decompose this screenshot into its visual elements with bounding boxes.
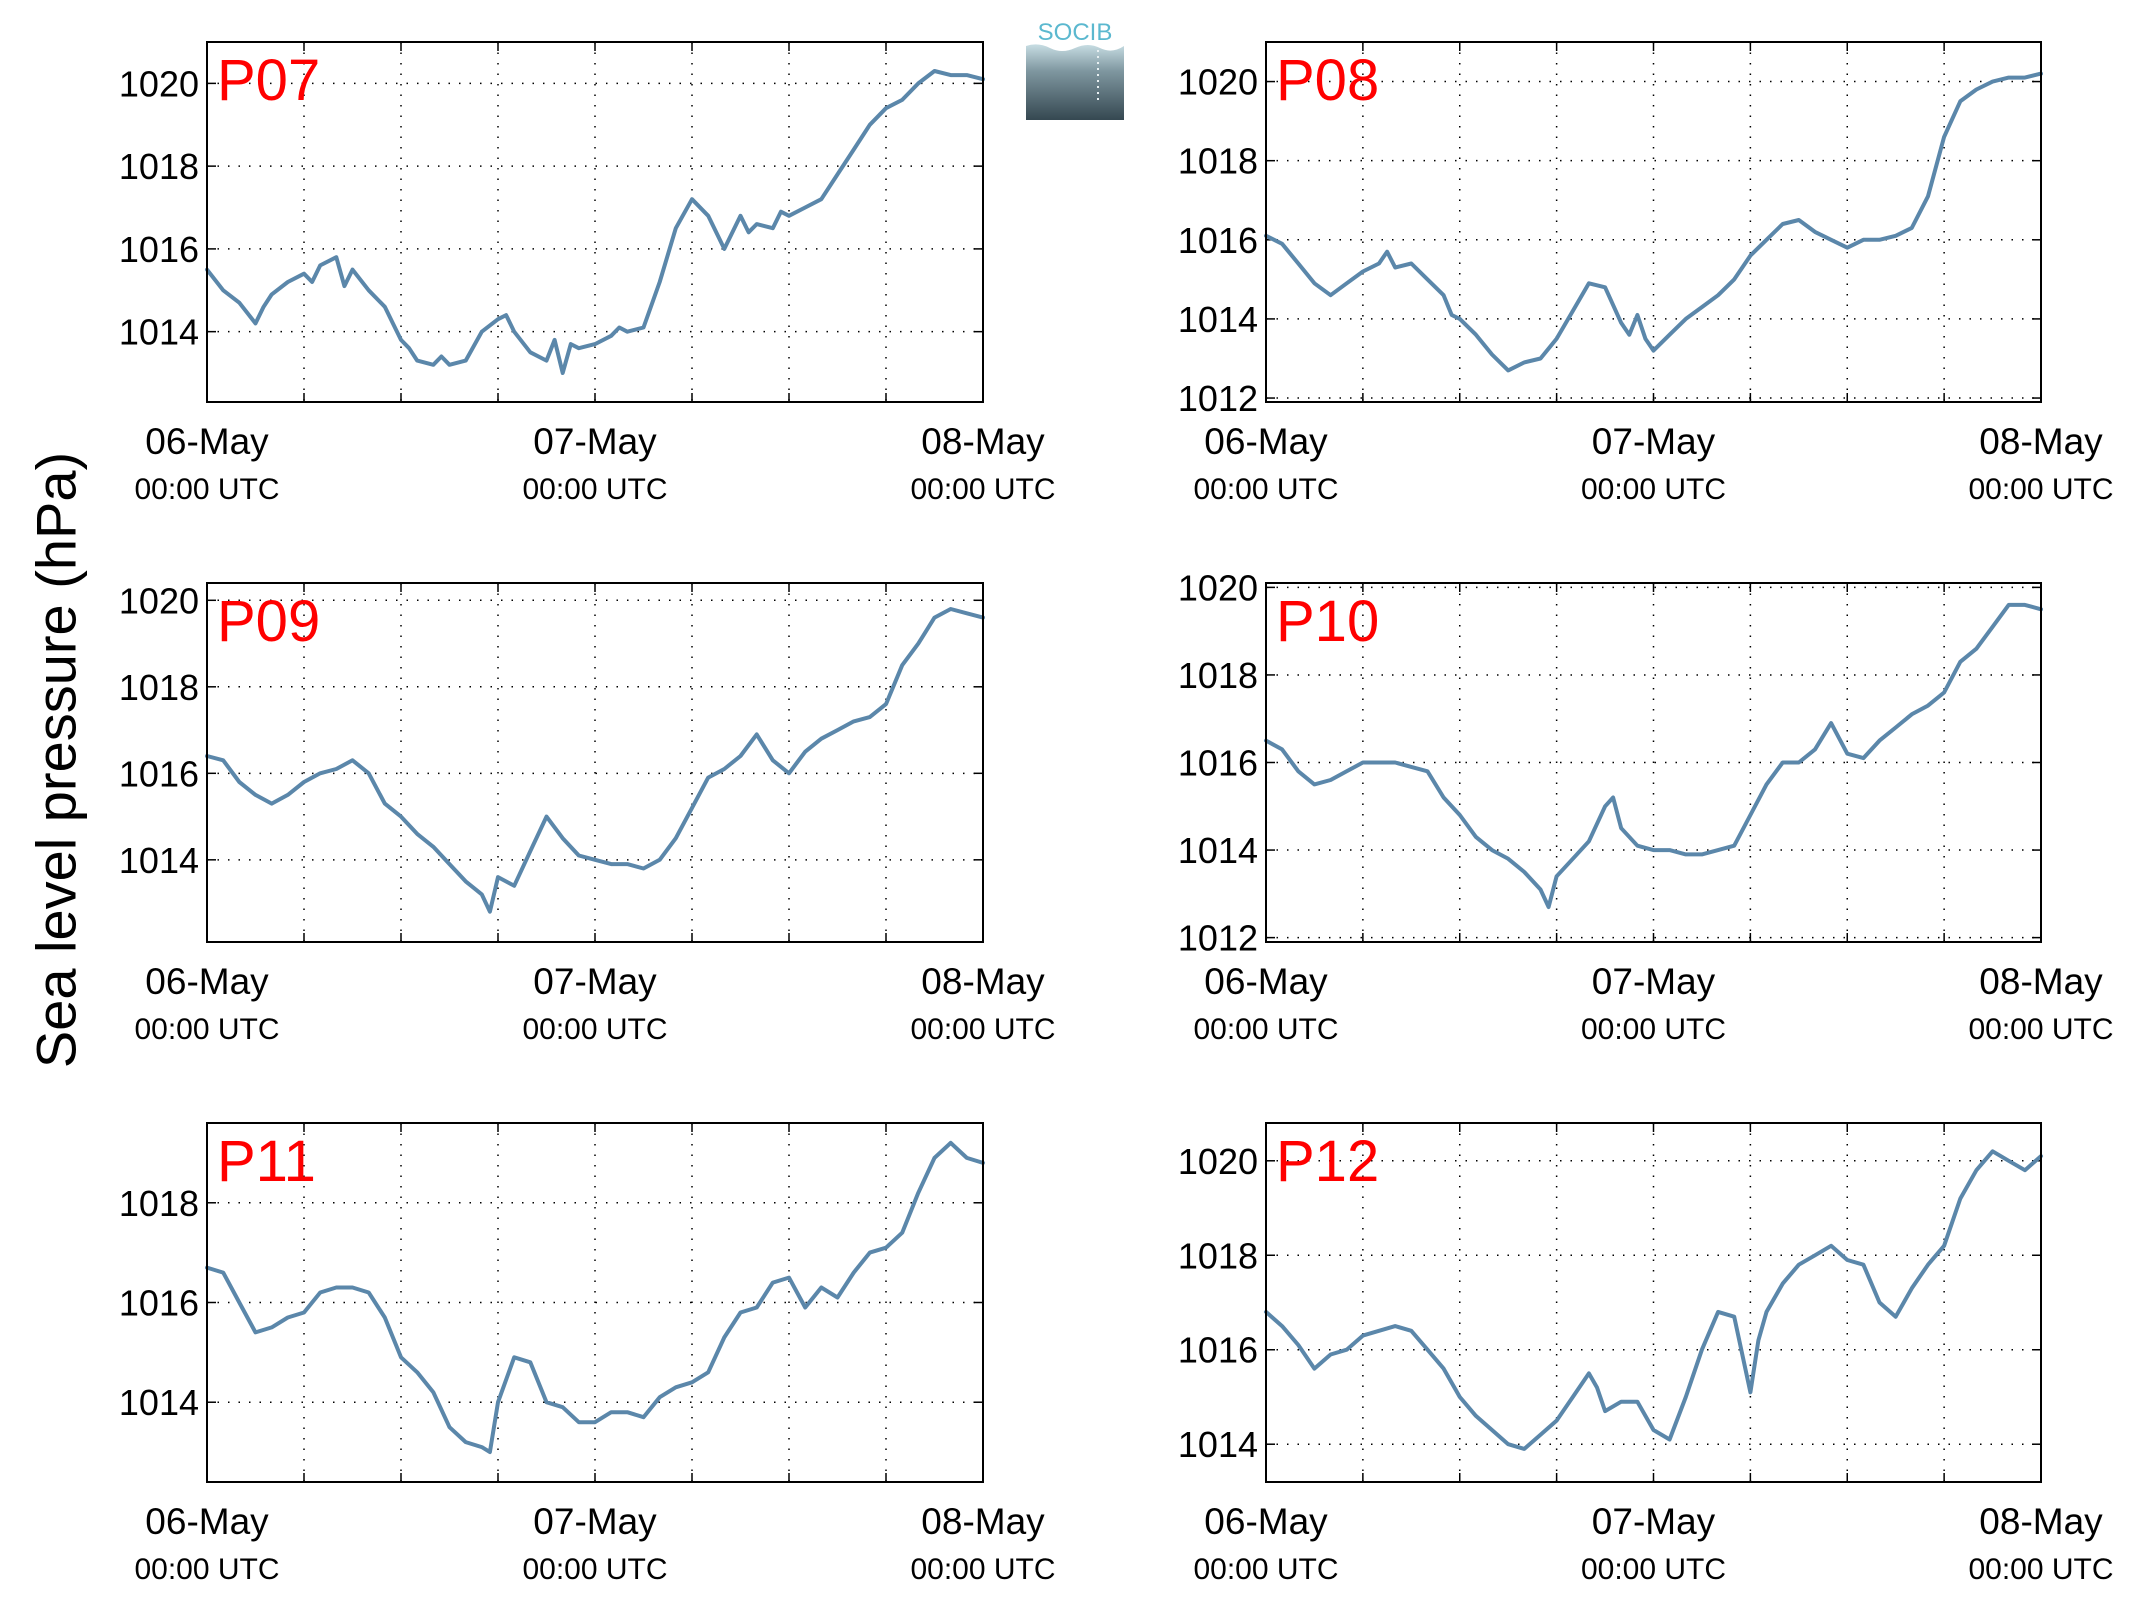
y-tick-label-p07: 1014 <box>119 312 199 353</box>
y-tick-label-p07: 1020 <box>119 63 199 104</box>
y-tick-label-p08: 1016 <box>1178 220 1258 261</box>
x-tick-date-p10: 08-May <box>1979 961 2103 1002</box>
axes-frame-p09 <box>206 582 984 943</box>
x-tick-date-p11: 07-May <box>533 1501 657 1542</box>
y-tick-label-p07: 1016 <box>119 229 199 270</box>
panel-title-p11: P11 <box>217 1129 316 1194</box>
x-tick-date-p07: 08-May <box>921 421 1045 462</box>
x-tick-time-p11: 00:00 UTC <box>522 1553 667 1586</box>
x-tick-date-p09: 08-May <box>921 961 1045 1002</box>
panel-p12: 1014 1016 1018 1020 P12 06-May 00:00 UTC 07-May… <box>1178 1122 2114 1586</box>
y-tick-label-p12: 1018 <box>1178 1235 1258 1276</box>
y-tick-label-p11: 1016 <box>119 1283 199 1324</box>
x-tick-time-p09: 00:00 UTC <box>910 1013 1055 1046</box>
y-tick-label-p10: 1020 <box>1178 567 1258 608</box>
y-axis-label: Sea level pressure (hPa) <box>24 451 88 1069</box>
y-tick-label-p12: 1016 <box>1178 1330 1258 1371</box>
x-tick-time-p12: 00:00 UTC <box>1193 1553 1338 1586</box>
panel-p10: 1012 1014 1016 1018 1020 P10 06-May 00:00 UTC 07… <box>1178 567 2114 1046</box>
series-line-p11 <box>205 1140 985 1455</box>
axes-frame-p07 <box>206 41 984 403</box>
y-tick-label-p09: 1018 <box>119 667 199 708</box>
series-line-p09 <box>205 607 985 914</box>
panel-p09: 1014 1016 1018 1020 P09 06-May 00:00 UTC 07-May… <box>119 580 1056 1046</box>
series-line-p10 <box>1264 602 2043 909</box>
panel-title-p09: P09 <box>217 589 320 654</box>
y-tick-label-p08: 1012 <box>1178 378 1258 419</box>
x-tick-time-p10: 00:00 UTC <box>1968 1013 2113 1046</box>
logo-text: SOCIB <box>1038 20 1113 46</box>
x-tick-time-p10: 00:00 UTC <box>1581 1013 1726 1046</box>
panel-title-p07: P07 <box>217 48 320 113</box>
x-tick-date-p12: 08-May <box>1979 1501 2103 1542</box>
y-tick-label-p12: 1020 <box>1178 1141 1258 1182</box>
panel-p11: 1014 1016 1018 P11 06-May 00:00 UTC 07-May 00:0… <box>119 1122 1056 1586</box>
x-tick-date-p10: 06-May <box>1204 961 1328 1002</box>
x-tick-time-p07: 00:00 UTC <box>134 473 279 506</box>
x-tick-date-p08: 07-May <box>1592 421 1716 462</box>
axes-frame-p11 <box>206 1122 984 1483</box>
x-tick-time-p09: 00:00 UTC <box>134 1013 279 1046</box>
y-tick-label-p09: 1020 <box>119 580 199 621</box>
y-tick-label-p09: 1016 <box>119 753 199 794</box>
x-tick-date-p11: 08-May <box>921 1501 1045 1542</box>
x-tick-time-p12: 00:00 UTC <box>1968 1553 2113 1586</box>
socib-logo: SOCIB <box>1026 20 1124 120</box>
x-tick-date-p08: 06-May <box>1204 421 1328 462</box>
x-tick-time-p07: 00:00 UTC <box>522 473 667 506</box>
x-tick-time-p09: 00:00 UTC <box>522 1013 667 1046</box>
y-tick-label-p09: 1014 <box>119 840 199 881</box>
x-tick-date-p07: 07-May <box>533 421 657 462</box>
panel-p07: 1014 1016 1018 1020 P07 06-May 00:00 UTC 07-May… <box>119 41 1056 506</box>
panel-title-p12: P12 <box>1276 1129 1379 1194</box>
axes-frame-p12 <box>1265 1122 2042 1483</box>
y-tick-label-p07: 1018 <box>119 146 199 187</box>
x-tick-time-p10: 00:00 UTC <box>1193 1013 1338 1046</box>
y-tick-label-p10: 1012 <box>1178 918 1258 959</box>
x-tick-date-p10: 07-May <box>1592 961 1716 1002</box>
x-tick-time-p07: 00:00 UTC <box>910 473 1055 506</box>
axes-frame-p08 <box>1265 41 2042 403</box>
y-tick-label-p10: 1018 <box>1178 655 1258 696</box>
axes-frame-p10 <box>1265 582 2042 943</box>
panel-p08: 1012 1014 1016 1018 1020 P08 06-May 00:00 UTC 07… <box>1178 41 2114 506</box>
y-tick-label-p11: 1014 <box>119 1382 199 1423</box>
y-tick-label-p10: 1014 <box>1178 830 1258 871</box>
x-tick-date-p09: 07-May <box>533 961 657 1002</box>
x-tick-time-p08: 00:00 UTC <box>1581 473 1726 506</box>
x-tick-time-p11: 00:00 UTC <box>910 1553 1055 1586</box>
x-tick-time-p11: 00:00 UTC <box>134 1553 279 1586</box>
series-line-p07 <box>205 69 985 375</box>
panel-title-p08: P08 <box>1276 48 1379 113</box>
y-tick-label-p11: 1018 <box>119 1183 199 1224</box>
x-tick-date-p09: 06-May <box>145 961 269 1002</box>
x-tick-time-p12: 00:00 UTC <box>1581 1553 1726 1586</box>
y-tick-label-p08: 1020 <box>1178 62 1258 103</box>
y-tick-label-p08: 1018 <box>1178 141 1258 182</box>
x-tick-date-p11: 06-May <box>145 1501 269 1542</box>
x-tick-date-p07: 06-May <box>145 421 269 462</box>
series-line-p12 <box>1264 1149 2043 1451</box>
y-tick-label-p10: 1016 <box>1178 743 1258 784</box>
y-tick-label-p08: 1014 <box>1178 299 1258 340</box>
series-line-p08 <box>1264 71 2043 373</box>
panel-title-p10: P10 <box>1276 589 1379 654</box>
x-tick-date-p12: 07-May <box>1592 1501 1716 1542</box>
x-tick-time-p08: 00:00 UTC <box>1968 473 2113 506</box>
x-tick-date-p08: 08-May <box>1979 421 2103 462</box>
x-tick-time-p08: 00:00 UTC <box>1193 473 1338 506</box>
y-tick-label-p12: 1014 <box>1178 1424 1258 1465</box>
x-tick-date-p12: 06-May <box>1204 1501 1328 1542</box>
